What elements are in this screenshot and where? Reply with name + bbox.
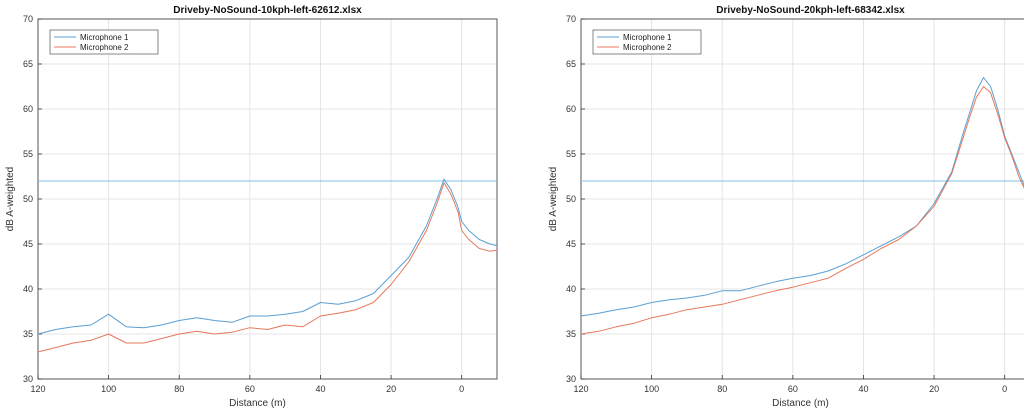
y-axis-label: dB A-weighted	[5, 167, 16, 232]
y-tick-label: 50	[23, 194, 33, 204]
x-tick-label: 0	[1002, 384, 1007, 394]
y-tick-label: 70	[23, 14, 33, 24]
legend-box	[592, 29, 702, 55]
y-tick-label: 30	[566, 374, 576, 384]
x-tick-label: 100	[101, 384, 116, 394]
x-axis-label: Distance (m)	[229, 398, 286, 409]
legend-label: Microphone 2	[80, 43, 129, 52]
y-tick-label: 35	[566, 329, 576, 339]
y-tick-label: 40	[23, 284, 33, 294]
x-tick-label: 40	[858, 384, 868, 394]
series-line-1	[37, 178, 498, 335]
x-axis-label: Distance (m)	[772, 398, 829, 409]
x-tick-label: 0	[459, 384, 464, 394]
x-tick-label: 40	[315, 384, 325, 394]
chart-title: Driveby-NoSound-20kph-left-68342.xlsx	[716, 5, 905, 16]
x-tick-label: 80	[174, 384, 184, 394]
legend-box	[49, 29, 159, 55]
x-tick-label: 100	[644, 384, 659, 394]
x-tick-label: 20	[929, 384, 939, 394]
x-tick-label: 120	[30, 384, 45, 394]
legend-label: Microphone 2	[623, 43, 672, 52]
x-tick-label: 60	[788, 384, 798, 394]
legend-label: Microphone 1	[80, 33, 129, 42]
y-tick-label: 35	[23, 329, 33, 339]
x-tick-label: 20	[386, 384, 396, 394]
x-tick-label: 120	[573, 384, 588, 394]
y-tick-label: 55	[566, 149, 576, 159]
chart-panel-2: 120 100 80 60 40 20 0 30 35 40 45 50 55 60 65 70 Distanc…	[548, 5, 1024, 409]
chart-panel-1: 120 100 80 60 40 20 0 30 35 40 45 50 55 60 65 70 Distanc…	[5, 5, 498, 409]
y-axis-label: dB A-weighted	[548, 167, 559, 232]
y-tick-label: 50	[566, 194, 576, 204]
y-tick-label: 70	[566, 14, 576, 24]
y-tick-label: 45	[23, 239, 33, 249]
y-tick-label: 60	[566, 104, 576, 114]
y-tick-label: 60	[23, 104, 33, 114]
y-tick-label: 40	[566, 284, 576, 294]
y-tick-label: 65	[23, 59, 33, 69]
x-tick-label: 60	[245, 384, 255, 394]
x-tick-label: 80	[717, 384, 727, 394]
chart-title: Driveby-NoSound-10kph-left-62612.xlsx	[173, 5, 362, 16]
y-tick-label: 30	[23, 374, 33, 384]
series-line-1	[580, 77, 1024, 317]
legend-label: Microphone 1	[623, 33, 672, 42]
y-tick-label: 55	[23, 149, 33, 159]
series-line-2	[37, 182, 498, 353]
y-tick-label: 65	[566, 59, 576, 69]
y-tick-label: 45	[566, 239, 576, 249]
series-line-2	[580, 86, 1024, 335]
